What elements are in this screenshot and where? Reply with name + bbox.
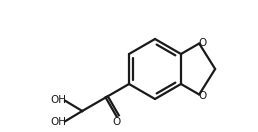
Text: O: O (112, 117, 121, 127)
Text: OH: OH (50, 95, 66, 105)
Text: O: O (198, 37, 206, 48)
Text: OH: OH (50, 117, 66, 127)
Text: O: O (198, 91, 206, 100)
